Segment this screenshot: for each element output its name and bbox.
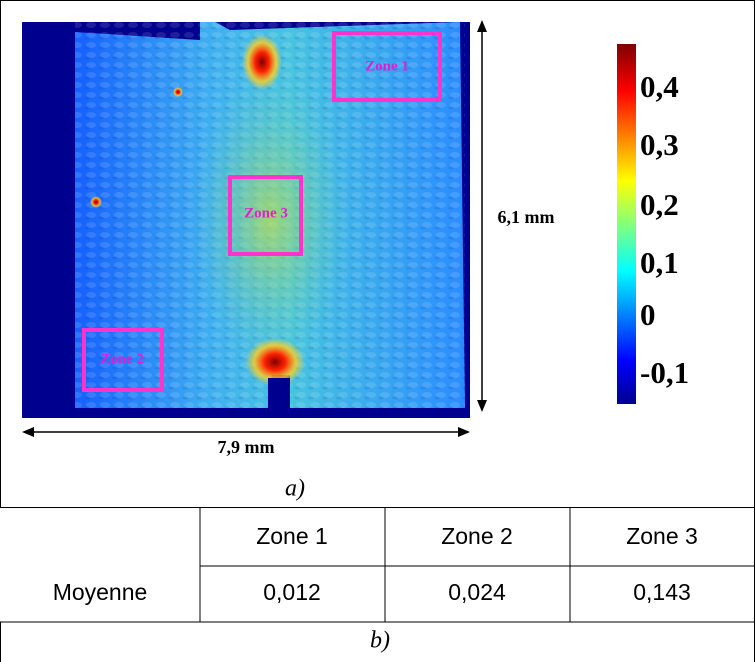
zone-box	[228, 175, 303, 256]
zone-box	[82, 328, 164, 392]
table-header: Zone 1	[256, 523, 328, 549]
table-grid	[0, 508, 755, 662]
zone-label: Zone 3	[244, 205, 288, 221]
colorbar-label: 0,4	[640, 69, 679, 104]
caption: b)	[370, 628, 390, 654]
colorbar-label: 0,3	[640, 127, 679, 162]
colorbar-label: 0	[640, 297, 656, 332]
table-cell: 0,012	[263, 579, 321, 605]
colorbar-label: 0,1	[640, 245, 679, 280]
zone-label: Zone 2	[100, 351, 144, 367]
table-header: Zone 2	[441, 523, 513, 549]
table-header: Zone 3	[626, 523, 698, 549]
table-cell: 0,143	[633, 579, 691, 605]
table: Zone 1 Zone 2 Zone 3 Moyenne 0,012 0,024 0,143	[53, 523, 698, 605]
width-label: 7,9 mm	[218, 437, 275, 457]
dimension-arrows	[22, 20, 487, 437]
colorbar-label: -0,1	[640, 355, 689, 390]
table-cell: Moyenne	[53, 579, 148, 605]
zone-label: Zone 1	[365, 58, 409, 74]
height-label: 6,1 mm	[498, 207, 555, 227]
colorbar-labels: 0,4 0,3 0,2 0,1 0 -0,1	[640, 69, 689, 390]
strain-map	[22, 22, 470, 418]
table-cell: 0,024	[448, 579, 506, 605]
colorbar-label: 0,2	[640, 187, 679, 222]
zone-box	[332, 31, 442, 102]
caption: a)	[285, 476, 305, 502]
colorbar	[617, 44, 636, 404]
